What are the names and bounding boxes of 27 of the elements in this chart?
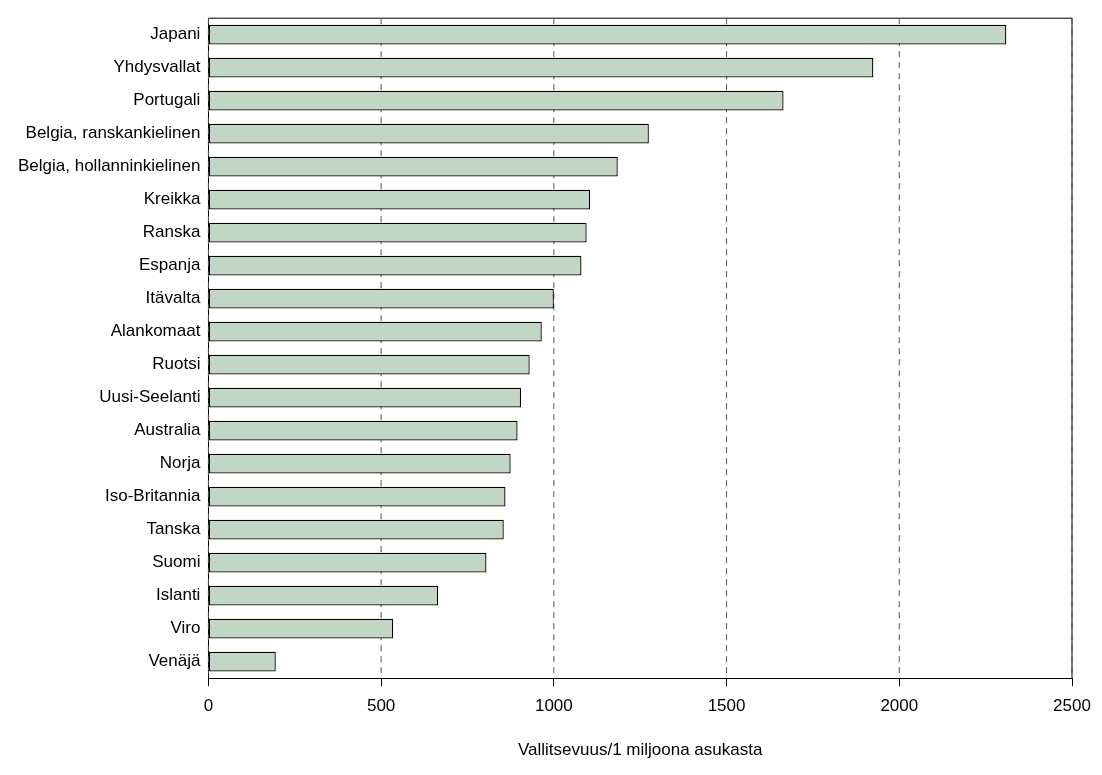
y-tick-label: Norja [159, 453, 201, 473]
y-tick-label: Australia [134, 420, 201, 440]
x-tick-label: 2000 [880, 696, 919, 716]
x-tick-label: 500 [366, 696, 396, 716]
y-tick-label: Uusi-Seelanti [99, 387, 201, 407]
y-tick-label: Tanska [146, 519, 201, 539]
y-tick-label: Belgia, ranskankielinen [25, 123, 201, 143]
y-tick-label: Viro [170, 618, 201, 638]
y-tick-label: Alankomaat [110, 321, 201, 341]
x-tick-label: 2500 [1053, 696, 1091, 716]
y-tick-label: Belgia, hollanninkielinen [17, 156, 201, 176]
x-tick-label: 1500 [707, 696, 746, 716]
y-tick-label: Iso-Britannia [104, 486, 201, 506]
y-tick-label: Yhdysvallat [113, 57, 201, 77]
y-tick-label: Ranska [142, 222, 201, 242]
y-tick-label: Japani [150, 24, 201, 44]
x-tick-label: 1000 [534, 696, 573, 716]
y-tick-label: Venäjä [148, 651, 201, 671]
y-tick-label: Itävalta [145, 288, 201, 308]
x-tick-label: 0 [203, 696, 214, 716]
y-tick-label: Ruotsi [152, 354, 201, 374]
x-axis-title: Vallitsevuus/1 miljoona asukasta [517, 740, 763, 760]
y-tick-label: Suomi [152, 552, 201, 572]
y-tick-label: Kreikka [143, 189, 201, 209]
y-tick-label: Islanti [155, 585, 201, 605]
y-tick-label: Espanja [138, 255, 201, 275]
y-tick-label: Portugali [133, 90, 201, 110]
